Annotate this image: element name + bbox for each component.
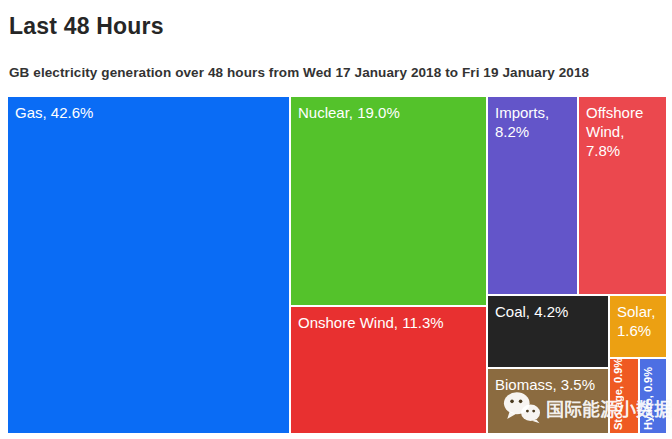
generation-mix-treemap: Gas, 42.6% Nuclear, 19.0% Onshore Wind, …	[8, 97, 666, 433]
tile-label-offshore-wind: Offshore Wind, 7.8%	[579, 97, 666, 167]
treemap-tile-storage[interactable]: Storage, 0.9%	[610, 359, 638, 433]
chart-subtitle: GB electricity generation over 48 hours …	[9, 65, 589, 80]
tile-label-imports: Imports, 8.2%	[488, 97, 577, 147]
treemap-tile-onshore-wind[interactable]: Onshore Wind, 11.3%	[291, 307, 486, 433]
tile-label-hydro: Hydro, 0.9%	[640, 359, 656, 433]
treemap-tile-hydro[interactable]: Hydro, 0.9%	[640, 359, 666, 433]
treemap-tile-coal[interactable]: Coal, 4.2%	[488, 296, 608, 367]
tile-label-storage: Storage, 0.9%	[610, 359, 626, 433]
treemap-tile-gas[interactable]: Gas, 42.6%	[8, 97, 289, 433]
tile-label-biomass: Biomass, 3.5%	[488, 369, 608, 400]
page: Last 48 Hours GB electricity generation …	[0, 0, 672, 439]
treemap-tile-solar[interactable]: Solar, 1.6%	[610, 296, 666, 357]
page-title: Last 48 Hours	[9, 13, 164, 40]
tile-label-nuclear: Nuclear, 19.0%	[291, 97, 486, 128]
tile-label-coal: Coal, 4.2%	[488, 296, 608, 327]
tile-label-solar: Solar, 1.6%	[610, 296, 666, 346]
treemap-tile-offshore-wind[interactable]: Offshore Wind, 7.8%	[579, 97, 666, 294]
tile-label-gas: Gas, 42.6%	[8, 97, 289, 128]
tile-label-onshore-wind: Onshore Wind, 11.3%	[291, 307, 486, 338]
treemap-tile-imports[interactable]: Imports, 8.2%	[488, 97, 577, 294]
treemap-tile-biomass[interactable]: Biomass, 3.5%	[488, 369, 608, 433]
treemap-tile-nuclear[interactable]: Nuclear, 19.0%	[291, 97, 486, 305]
